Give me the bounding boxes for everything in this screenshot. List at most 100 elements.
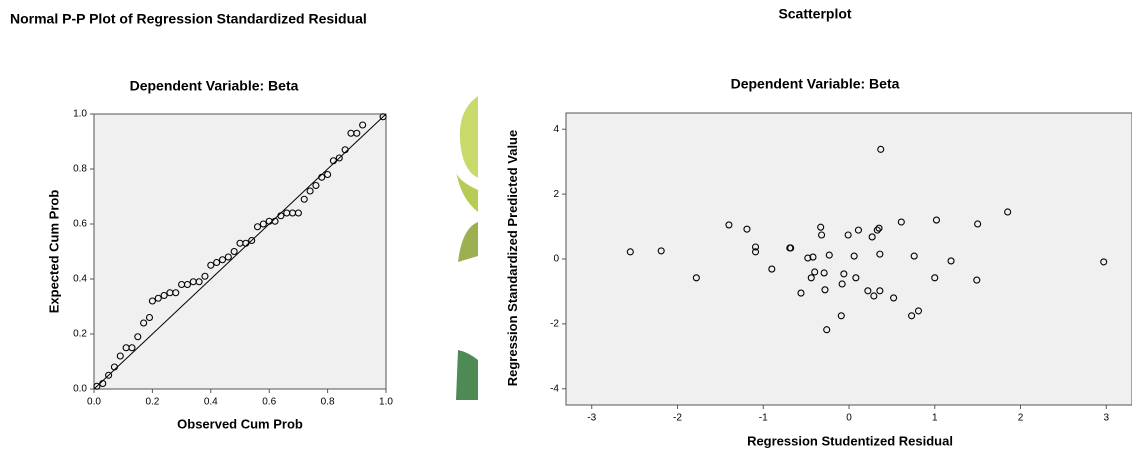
point: [329, 157, 337, 165]
point: [692, 274, 700, 282]
y-tick-label: 1.0: [73, 109, 87, 120]
point: [242, 239, 250, 247]
point: [854, 226, 862, 234]
point: [148, 297, 156, 305]
point: [797, 289, 805, 297]
y-axis-label: Regression Standardized Predicted Value: [505, 129, 520, 387]
point: [823, 326, 831, 334]
point: [868, 233, 876, 241]
decor-shape: [459, 96, 478, 178]
x-tick-label: 0: [846, 413, 852, 424]
point: [908, 312, 916, 320]
x-tick-label: 3: [1103, 413, 1109, 424]
x-tick-label: 0.0: [87, 397, 101, 408]
point: [195, 278, 203, 286]
point: [1100, 258, 1108, 266]
x-tick-label: -1: [759, 413, 768, 424]
x-tick-label: 1: [932, 413, 938, 424]
point: [751, 243, 760, 251]
point: [230, 247, 238, 256]
decor-shape: [456, 170, 478, 212]
point: [837, 312, 845, 320]
point: [128, 344, 136, 352]
chart-title: Normal P-P Plot of Regression Standardiz…: [10, 11, 367, 27]
point: [145, 313, 154, 322]
point: [306, 187, 314, 195]
point: [873, 226, 881, 234]
x-tick-label: 0.6: [262, 397, 276, 408]
x-tick-label: 0.8: [321, 397, 335, 408]
point: [947, 257, 955, 265]
y-tick-label: -4: [550, 383, 559, 394]
point: [838, 280, 846, 288]
plot-area: [565, 112, 1132, 406]
point: [335, 154, 343, 162]
x-axis-label: Regression Studentized Residual: [747, 433, 953, 448]
y-axis-label: Expected Cum Prob: [46, 190, 61, 314]
point: [277, 212, 285, 220]
point: [154, 294, 162, 302]
y-tick-label: 0.6: [73, 219, 87, 230]
y-tick-label: -2: [550, 319, 559, 330]
point: [787, 244, 795, 252]
point: [821, 286, 829, 294]
point: [751, 248, 760, 256]
y-tick-label: 2: [553, 189, 559, 200]
point: [183, 280, 191, 289]
point: [910, 252, 918, 260]
point: [864, 287, 872, 295]
point: [324, 170, 332, 179]
point: [811, 268, 819, 276]
y-tick-label: 0: [553, 254, 559, 265]
point: [973, 276, 981, 284]
point: [353, 129, 361, 137]
point: [105, 371, 113, 379]
point: [248, 236, 256, 245]
point: [974, 220, 982, 228]
point: [379, 113, 387, 121]
x-tick-label: -2: [673, 413, 682, 424]
point: [809, 253, 817, 261]
point: [341, 146, 349, 154]
point: [218, 256, 227, 264]
y-tick-label: 0.4: [73, 274, 87, 285]
point: [134, 333, 142, 341]
point: [875, 224, 883, 232]
chart-subtitle: Dependent Variable: Beta: [130, 78, 299, 94]
y-tick-label: 0.2: [73, 329, 87, 340]
point: [850, 252, 858, 260]
point: [807, 274, 815, 282]
point: [201, 272, 209, 280]
chart-title: Scatterplot: [778, 6, 851, 22]
point: [743, 225, 751, 233]
x-tick-label: 1.0: [379, 397, 393, 408]
point: [359, 121, 367, 129]
decoration: [456, 96, 478, 400]
point: [207, 261, 215, 269]
point: [253, 223, 262, 231]
point: [271, 217, 279, 225]
point: [224, 253, 232, 261]
point: [1004, 208, 1012, 216]
point: [825, 251, 833, 259]
x-tick-label: 2: [1018, 413, 1024, 424]
point: [931, 274, 939, 282]
point: [870, 292, 878, 300]
point: [897, 218, 905, 226]
point: [876, 250, 884, 258]
point: [172, 289, 180, 297]
point: [877, 145, 885, 153]
y-tick-label: 0.8: [73, 164, 87, 175]
x-tick-label: 0.2: [145, 397, 159, 408]
point: [626, 248, 634, 256]
point: [804, 254, 812, 262]
x-tick-label: -3: [587, 413, 596, 424]
point: [160, 291, 168, 300]
point: [116, 352, 124, 360]
point: [312, 181, 320, 190]
point: [657, 247, 665, 255]
chart-subtitle: Dependent Variable: Beta: [731, 76, 900, 92]
x-tick-label: 0.4: [204, 397, 218, 408]
